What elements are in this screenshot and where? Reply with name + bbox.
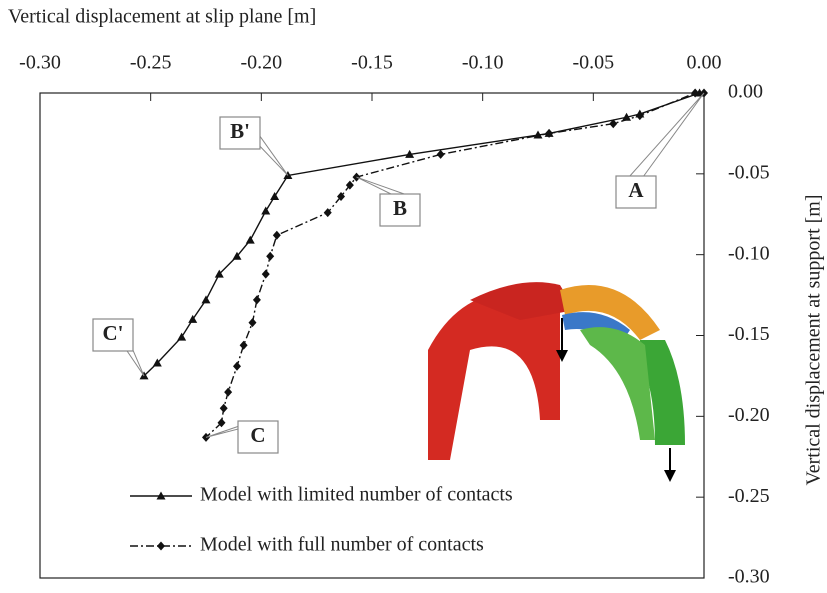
- marker: [157, 542, 165, 551]
- x-tick-label: -0.05: [572, 52, 614, 74]
- marker: [188, 315, 197, 323]
- marker: [248, 318, 256, 327]
- y-tick-label: 0.00: [728, 81, 763, 103]
- y-tick-label: -0.15: [728, 323, 770, 345]
- marker: [262, 270, 270, 279]
- annotation: B': [230, 119, 250, 143]
- y-tick-label: -0.05: [728, 161, 770, 183]
- y-tick-label: -0.30: [728, 566, 770, 588]
- callout-pointer: [629, 93, 704, 177]
- callout-pointer: [357, 177, 407, 195]
- marker: [177, 333, 186, 341]
- y-axis-label: Vertical displacement at support [m]: [803, 194, 825, 485]
- annotation: B: [393, 196, 407, 220]
- y-tick-label: -0.10: [728, 242, 770, 264]
- x-tick-label: 0.00: [687, 52, 722, 74]
- y-tick-label: -0.20: [728, 404, 770, 426]
- x-tick-label: -0.20: [240, 52, 282, 74]
- marker: [240, 341, 248, 350]
- annotation: C: [250, 423, 265, 447]
- marker: [246, 236, 255, 244]
- chart: Vertical displacement at slip plane [m] …: [0, 0, 827, 593]
- legend-label: Model with limited number of contacts: [200, 484, 513, 506]
- marker: [253, 295, 261, 304]
- marker: [224, 388, 232, 397]
- legend: Model with limited number of contacts Mod…: [130, 484, 513, 556]
- marker: [202, 295, 211, 303]
- inset-model: [428, 282, 685, 482]
- x-tick-label: -0.25: [130, 52, 172, 74]
- x-tick-label: -0.10: [462, 52, 504, 74]
- marker: [261, 207, 270, 215]
- marker: [270, 192, 279, 200]
- marker: [233, 362, 241, 371]
- marker: [220, 404, 228, 413]
- legend-label: Model with full number of contacts: [200, 534, 484, 556]
- marker: [266, 252, 274, 261]
- marker: [437, 150, 445, 159]
- x-axis-label: Vertical displacement at slip plane [m]: [8, 6, 316, 28]
- x-tick-label: -0.30: [19, 52, 61, 74]
- marker: [273, 231, 281, 240]
- annotation: A: [628, 178, 644, 202]
- annotation: C': [103, 321, 124, 345]
- y-tick-label: -0.25: [728, 485, 770, 507]
- x-tick-label: -0.15: [351, 52, 393, 74]
